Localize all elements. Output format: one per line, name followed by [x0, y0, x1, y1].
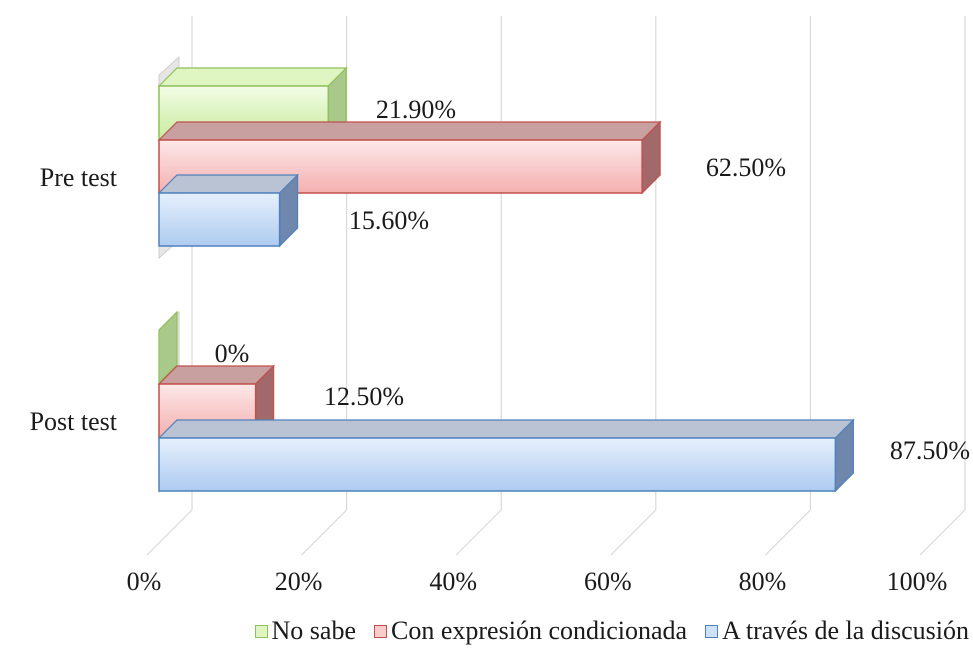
- category-label-post-test: Post test: [30, 407, 118, 436]
- category-label-pre-test: Pre test: [40, 163, 118, 192]
- category-labels: Pre test Post test: [30, 163, 118, 436]
- floor-gridline: [146, 509, 193, 556]
- bar-top-face: [157, 365, 276, 385]
- legend-label-no-sabe: No sabe: [271, 616, 357, 645]
- legend-item-con-expresion: Con expresión condicionada: [374, 616, 687, 646]
- bar-top-face: [157, 121, 662, 141]
- bars: [157, 66, 855, 493]
- floor-gridline: [301, 509, 348, 556]
- bar-a-traves-de-la-discusion-pre-test: [157, 173, 300, 248]
- legend-swatch-con-expresion: [374, 624, 388, 638]
- x-tick-label-4: 80%: [739, 567, 787, 596]
- data-label-no-sabe-pre-test: 21.90%: [376, 95, 456, 124]
- data-label-con-expresion-condicionada-pre-test: 62.50%: [706, 153, 786, 182]
- x-tick-label-2: 40%: [429, 567, 477, 596]
- legend-swatch-a-traves: [705, 624, 719, 638]
- legend-item-a-traves: A través de la discusión: [705, 616, 969, 646]
- data-label-a-traves-de-la-discusion-post-test: 87.50%: [890, 436, 970, 465]
- x-tick-label-3: 60%: [584, 567, 632, 596]
- bar-front-face: [158, 437, 837, 492]
- bar-top-face: [157, 419, 855, 439]
- bar-top-face: [157, 67, 348, 87]
- data-labels: 21.90% 62.50% 15.60% 0% 12.50% 87.50%: [215, 95, 970, 465]
- bar-top-face: [157, 174, 300, 194]
- x-tick-label-1: 20%: [275, 567, 323, 596]
- x-tick-label-5: 100%: [887, 567, 948, 596]
- x-tick-label-0: 0%: [127, 567, 162, 596]
- floor-gridline: [919, 509, 966, 556]
- data-label-con-expresion-condicionada-post-test: 12.50%: [324, 382, 404, 411]
- data-label-no-sabe-post-test: 0%: [215, 339, 250, 368]
- floor-gridline: [610, 509, 657, 556]
- legend: No sabe Con expresión condicionada A tra…: [0, 616, 973, 646]
- floor-gridline: [764, 509, 811, 556]
- data-label-a-traves-de-la-discusion-pre-test: 15.60%: [349, 206, 429, 235]
- x-tick-labels: 0% 20% 40% 60% 80% 100%: [127, 567, 948, 596]
- legend-swatch-no-sabe: [254, 624, 268, 638]
- legend-label-a-traves: A través de la discusión: [722, 616, 969, 645]
- bar-a-traves-de-la-discusion-post-test: [157, 418, 855, 493]
- legend-label-con-expresion: Con expresión condicionada: [391, 616, 688, 645]
- bar-side-face: [158, 310, 178, 385]
- legend-item-no-sabe: No sabe: [254, 616, 357, 646]
- bar-front-face: [158, 192, 281, 247]
- bar-no-sabe-post-test: [158, 310, 178, 385]
- floor-gridline: [455, 509, 502, 556]
